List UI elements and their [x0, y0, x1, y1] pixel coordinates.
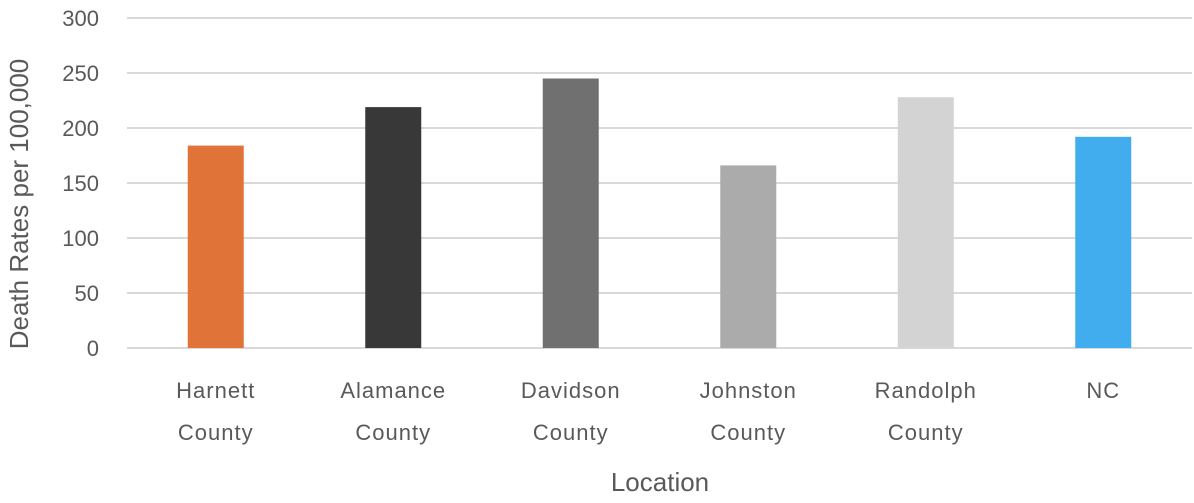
x-axis-title: Location: [611, 467, 709, 497]
y-tick-label: 150: [62, 171, 99, 196]
y-tick-label: 300: [62, 6, 99, 31]
gridlines: [127, 17, 1192, 349]
x-category-label: Alamance: [340, 378, 446, 403]
y-tick-label: 0: [87, 336, 99, 361]
y-axis-ticks: 0 50 100 150 200 250 300: [62, 6, 99, 361]
x-category-label: NC: [1086, 378, 1120, 403]
bar: [187, 145, 244, 348]
x-category-label: Harnett: [176, 378, 255, 403]
x-axis-categories: Harnett County Alamance County Davidson Count…: [176, 378, 1120, 445]
bar: [542, 78, 599, 348]
x-category-label: County: [178, 420, 254, 445]
y-tick-label: 200: [62, 116, 99, 141]
x-category-label: Davidson: [521, 378, 621, 403]
bars: [187, 78, 1132, 348]
y-tick-label: 100: [62, 226, 99, 251]
y-axis-title: Death Rates per 100,000: [4, 59, 34, 350]
bar: [1075, 136, 1132, 348]
x-category-label: County: [888, 420, 964, 445]
x-category-label: Randolph: [875, 378, 977, 403]
x-category-label: County: [533, 420, 609, 445]
x-category-label: County: [355, 420, 431, 445]
x-category-label: County: [710, 420, 786, 445]
y-tick-label: 250: [62, 61, 99, 86]
x-category-label: Johnston: [700, 378, 797, 403]
y-tick-label: 50: [75, 281, 99, 306]
bar: [365, 107, 422, 348]
bar: [897, 97, 954, 348]
bar: [720, 165, 777, 348]
